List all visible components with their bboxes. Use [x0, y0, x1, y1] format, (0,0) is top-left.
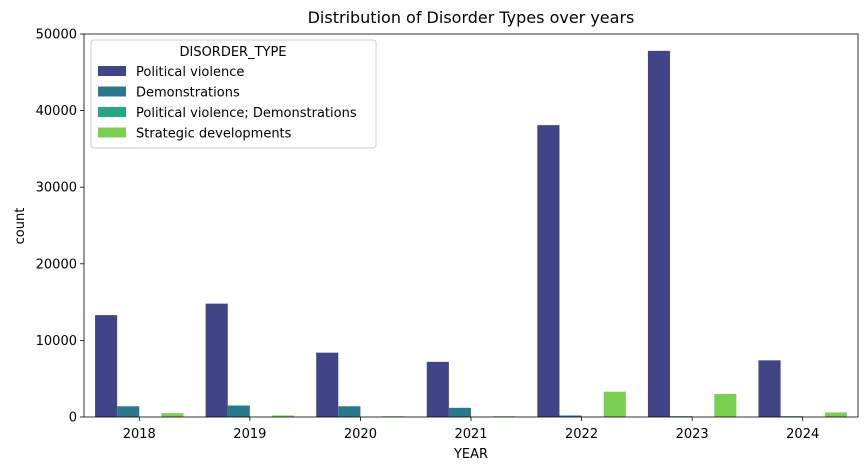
bar-strategic-developments-2024: [824, 412, 847, 417]
legend-label: Political violence: [136, 65, 244, 80]
bar-political-violence-2021: [426, 361, 449, 417]
bar-demonstrations-2022: [559, 415, 582, 417]
bar-political-violence-2019: [205, 303, 228, 417]
y-tick-label: 40000: [36, 104, 77, 119]
x-tick-label: 2019: [233, 427, 266, 442]
legend-swatch: [98, 66, 126, 76]
y-tick-label: 10000: [36, 334, 77, 349]
x-tick-label: 2022: [565, 427, 598, 442]
legend: DISORDER_TYPE Political violence Demonstr…: [90, 39, 377, 149]
bars-group: [95, 50, 847, 418]
x-axis: 2018 2019 2020 2021 2022 2023 2024: [123, 417, 819, 442]
legend-title: DISORDER_TYPE: [179, 45, 286, 60]
bar-political-violence-2023: [647, 50, 671, 417]
bar-demonstrations-2020: [338, 406, 361, 417]
legend-swatch: [98, 86, 126, 97]
bar-political-violence-2018: [95, 315, 118, 417]
legend-frame: [90, 39, 377, 149]
x-tick-label: 2021: [454, 427, 487, 442]
legend-label: Strategic developments: [136, 127, 292, 142]
bar-strategic-developments-2022: [603, 391, 626, 417]
y-tick-label: 20000: [36, 257, 77, 272]
y-axis-label: count: [13, 208, 28, 245]
bar-political-violence-2022: [537, 125, 560, 418]
x-tick-label: 2023: [676, 427, 709, 442]
y-axis: 0 10000 20000 30000 40000 50000: [36, 28, 84, 426]
bar-political-violence-2020: [316, 352, 339, 417]
legend-swatch: [98, 107, 126, 117]
bar-demonstrations-2021: [448, 407, 471, 417]
bar-strategic-developments-2019: [271, 415, 295, 417]
bar-political-violence-2024: [758, 360, 781, 417]
y-tick-label: 0: [69, 411, 77, 426]
chart-title: Distribution of Disorder Types over year…: [308, 8, 635, 27]
y-tick-label: 30000: [36, 181, 77, 196]
legend-swatch: [98, 127, 126, 138]
legend-label: Demonstrations: [136, 86, 240, 101]
x-tick-label: 2018: [123, 427, 156, 442]
legend-label: Political violence; Demonstrations: [136, 106, 357, 121]
legend-items: Political violence Demonstrations Politica…: [98, 65, 357, 142]
bar-strategic-developments-2023: [714, 394, 737, 417]
y-tick-label: 50000: [36, 28, 77, 43]
x-tick-label: 2020: [344, 427, 377, 442]
x-axis-label: YEAR: [453, 447, 488, 462]
bar-demonstrations-2019: [227, 405, 250, 417]
bar-strategic-developments-2018: [161, 413, 184, 417]
bar-demonstrations-2018: [117, 406, 140, 417]
x-tick-label: 2024: [786, 427, 819, 442]
